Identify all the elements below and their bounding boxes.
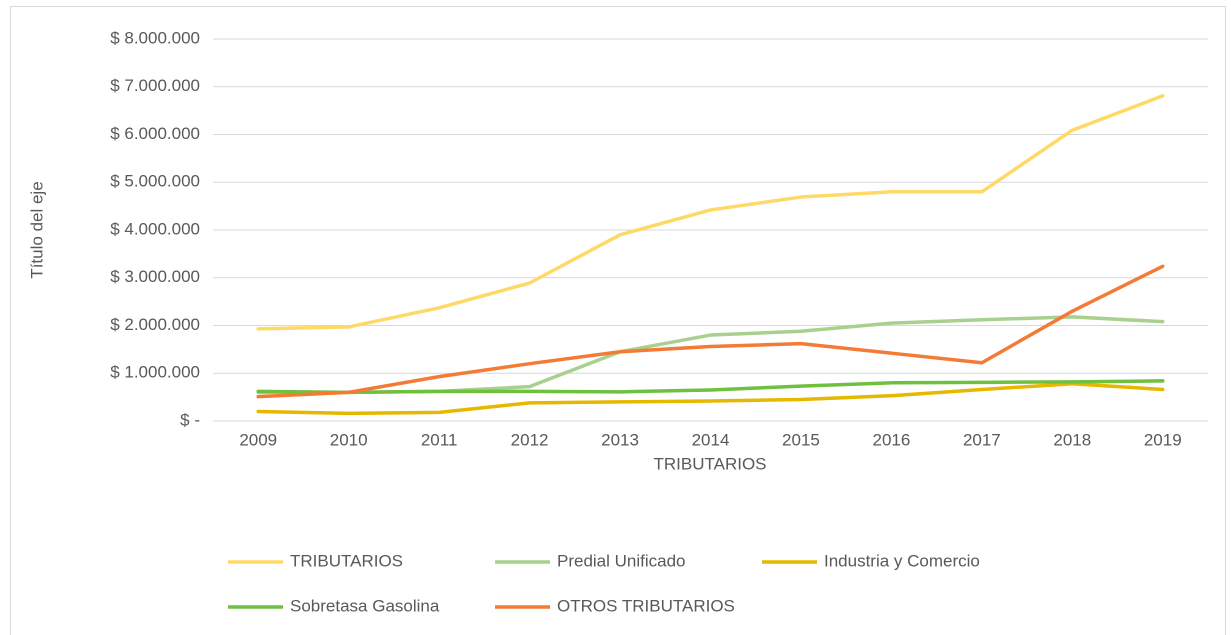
- x-tick-label: 2018: [1053, 430, 1091, 449]
- legend-label: Sobretasa Gasolina: [290, 596, 440, 615]
- x-tick-label: 2011: [421, 430, 458, 449]
- y-tick-label: $ 3.000.000: [110, 267, 200, 286]
- x-tick-label: 2013: [601, 430, 639, 449]
- y-tick-label: $ 6.000.000: [110, 124, 200, 143]
- x-tick-label: 2019: [1144, 430, 1182, 449]
- series-line: [256, 379, 1165, 395]
- series-line: [256, 382, 1165, 416]
- series-line: [256, 94, 1165, 331]
- y-tick-label: $ 2.000.000: [110, 315, 200, 334]
- y-tick-label: $ 4.000.000: [110, 219, 200, 238]
- y-axis-label: Título del eje: [27, 181, 46, 278]
- x-axis-label: TRIBUTARIOS: [653, 454, 766, 473]
- chart-border: [10, 6, 1226, 635]
- x-tick-label: 2015: [782, 430, 820, 449]
- legend-label: Predial Unificado: [557, 551, 686, 570]
- legend-label: TRIBUTARIOS: [290, 551, 403, 570]
- legend-label: OTROS TRIBUTARIOS: [557, 596, 735, 615]
- x-tick-label: 2014: [692, 430, 730, 449]
- x-tick-label: 2009: [239, 430, 277, 449]
- x-tick-label: 2017: [963, 430, 1001, 449]
- y-tick-label: $ 5.000.000: [110, 172, 200, 191]
- x-tick-label: 2012: [511, 430, 549, 449]
- y-tick-label: $ 8.000.000: [110, 28, 200, 47]
- x-tick-label: 2010: [330, 430, 368, 449]
- y-tick-label: $ 1.000.000: [110, 363, 200, 382]
- y-tick-label: $ -: [180, 410, 200, 429]
- series-line: [256, 264, 1165, 399]
- legend-label: Industria y Comercio: [824, 551, 980, 570]
- y-tick-label: $ 7.000.000: [110, 76, 200, 95]
- x-tick-label: 2016: [872, 430, 910, 449]
